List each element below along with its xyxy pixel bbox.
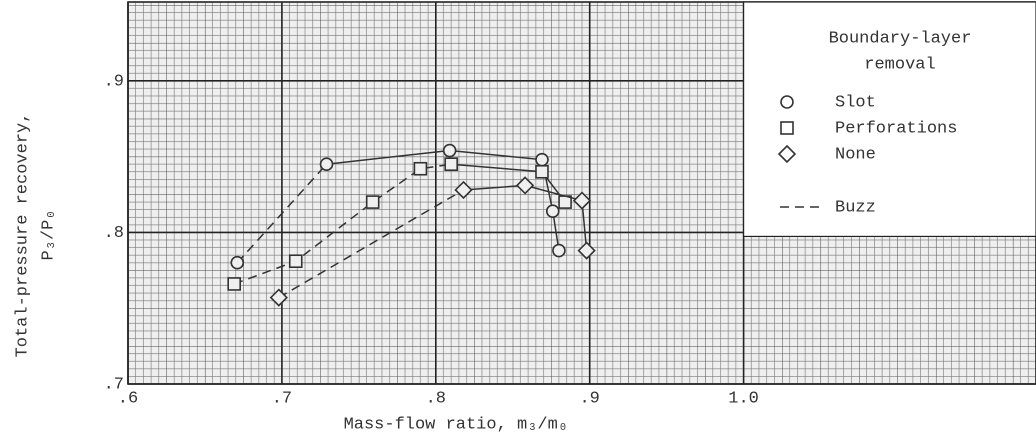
legend-title: removal [864, 55, 935, 74]
marker [230, 255, 245, 270]
x-tick-label: .7 [272, 389, 292, 408]
series-line [463, 184, 588, 251]
marker [288, 254, 303, 269]
marker [535, 164, 549, 179]
y-tick-label: .8 [104, 224, 124, 243]
marker [515, 176, 535, 195]
x-tick-label: .9 [579, 389, 599, 408]
x-tick-label: .6 [118, 389, 138, 408]
marker [413, 161, 428, 176]
marker [577, 241, 596, 260]
legend-label: None [835, 145, 876, 164]
marker [444, 157, 458, 171]
marker [319, 157, 334, 171]
marker [535, 152, 549, 167]
y-tick-label: .9 [104, 72, 124, 91]
legend-label: Slot [835, 93, 876, 112]
marker [269, 288, 288, 307]
marker [545, 204, 560, 218]
marker [552, 243, 566, 258]
legend-label: Buzz [835, 198, 876, 217]
marker [365, 195, 380, 209]
marker [572, 191, 592, 210]
y-tick-label: .7 [104, 375, 124, 394]
buzz-line [233, 163, 452, 285]
marker [780, 121, 794, 135]
marker [780, 95, 794, 109]
buzz-line [236, 163, 328, 264]
legend-title: Boundary-layer [829, 29, 972, 48]
legend-box [742, 1, 1036, 238]
marker [777, 144, 797, 164]
y-axis-label: P₃/P₀ [39, 209, 58, 260]
x-tick-label: .8 [426, 389, 446, 408]
marker [442, 143, 457, 158]
plot-border [127, 1, 1036, 385]
x-tick-label: 1.0 [728, 389, 759, 408]
buzz-line [278, 189, 464, 299]
marker [454, 180, 473, 200]
marker [227, 277, 241, 291]
legend-label: Perforations [835, 119, 957, 138]
y-axis-label: Total-pressure recovery, [13, 113, 32, 358]
x-axis-label: Mass-flow ratio, m₃/m₀ [344, 415, 568, 434]
